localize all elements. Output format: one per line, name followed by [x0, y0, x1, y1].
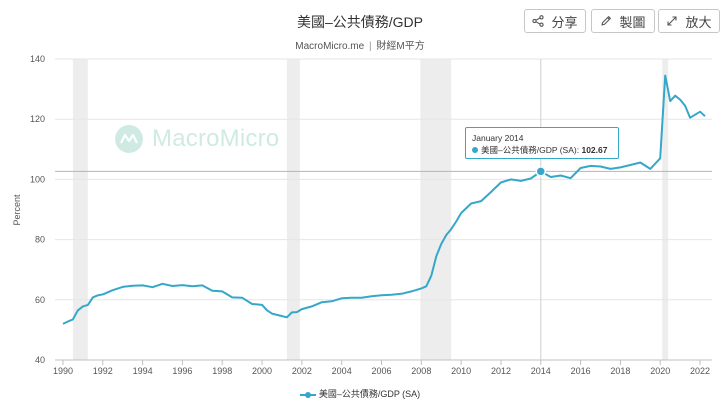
x-tick-label-2020: 2020 [650, 366, 670, 376]
x-tick-label-2004: 2004 [332, 366, 352, 376]
tooltip-value: 102.67 [581, 145, 608, 155]
hover-point-marker[interactable] [535, 166, 547, 177]
source-name-cn: 財經M平方 [376, 41, 425, 52]
draw-button[interactable]: 製圖 [591, 9, 655, 33]
tooltip-date: January 2014 [472, 133, 524, 143]
recession-bands [72, 59, 669, 360]
pencil-icon [601, 16, 612, 26]
x-tick-label-2008: 2008 [411, 366, 431, 376]
chart-subtitle: MacroMicro.me | 財經M平方 [0, 37, 720, 52]
x-tick-label-2018: 2018 [610, 366, 630, 376]
source-link[interactable]: MacroMicro.me [295, 41, 365, 52]
draw-label: 製圖 [619, 14, 646, 30]
y-tick-label-100: 100 [30, 174, 45, 184]
recession-band-0 [72, 59, 88, 360]
share-icon [532, 15, 545, 27]
tooltip-row: 美國–公共債務/GDP (SA): 102.67 [472, 144, 612, 156]
x-tick-labels: 1990 1992 1994 1996 1998 2000 2002 2004 2006 2008… [53, 366, 710, 376]
x-tick-label-2002: 2002 [292, 366, 312, 376]
y-tick-label-80: 80 [35, 235, 45, 245]
x-tick-label-2014: 2014 [531, 366, 551, 376]
watermark-text: MacroMicro [152, 125, 280, 152]
share-label: 分享 [551, 14, 578, 30]
x-tick-label-2016: 2016 [571, 366, 591, 376]
share-button[interactable]: 分享 [524, 9, 586, 33]
macromicro-logo-icon [115, 125, 143, 153]
watermark: MacroMicro [114, 124, 279, 154]
x-tick-label-2010: 2010 [451, 366, 471, 376]
series-layer[interactable] [62, 74, 706, 325]
legend-swatch [299, 391, 316, 399]
recession-band-2 [420, 59, 452, 360]
y-tick-label-60: 60 [35, 295, 45, 305]
y-tick-labels: 40 60 80 100 120 140 [30, 54, 45, 365]
legend[interactable]: 美國–公共債務/GDP (SA) [0, 387, 720, 400]
tooltip-series-name: 美國–公共債務/GDP (SA): [481, 145, 580, 155]
y-tick-label-120: 120 [30, 114, 45, 124]
zoom-label: 放大 [685, 14, 712, 30]
x-tick-label-1998: 1998 [212, 366, 232, 376]
x-tick-label-2012: 2012 [491, 366, 511, 376]
source-separator: | [368, 41, 372, 52]
y-gridlines [55, 58, 712, 301]
recession-band-3 [662, 59, 669, 360]
series-line-0[interactable] [62, 74, 706, 325]
x-tick-label-1990: 1990 [53, 366, 73, 376]
x-tick-label-1992: 1992 [93, 366, 113, 376]
y-axis-label: Percent [12, 194, 22, 226]
y-tick-label-40: 40 [35, 355, 45, 365]
x-tick-label-2022: 2022 [690, 366, 710, 376]
x-tick-label-2006: 2006 [371, 366, 391, 376]
legend-label: 美國–公共債務/GDP (SA) [318, 389, 421, 399]
reference-lines [55, 59, 712, 360]
x-tick-label-1996: 1996 [172, 366, 192, 376]
y-tick-label-140: 140 [30, 54, 45, 64]
x-tick-label-2000: 2000 [252, 366, 272, 376]
x-tick-label-1994: 1994 [133, 366, 153, 376]
tooltip: January 2014 美國–公共債務/GDP (SA): 102.67 [465, 127, 619, 159]
chart-title: 美國–公共債務/GDP [296, 14, 423, 30]
recession-band-1 [286, 59, 300, 360]
x-axis [55, 359, 712, 365]
tooltip-series-marker [472, 147, 478, 153]
expand-icon [667, 16, 678, 26]
